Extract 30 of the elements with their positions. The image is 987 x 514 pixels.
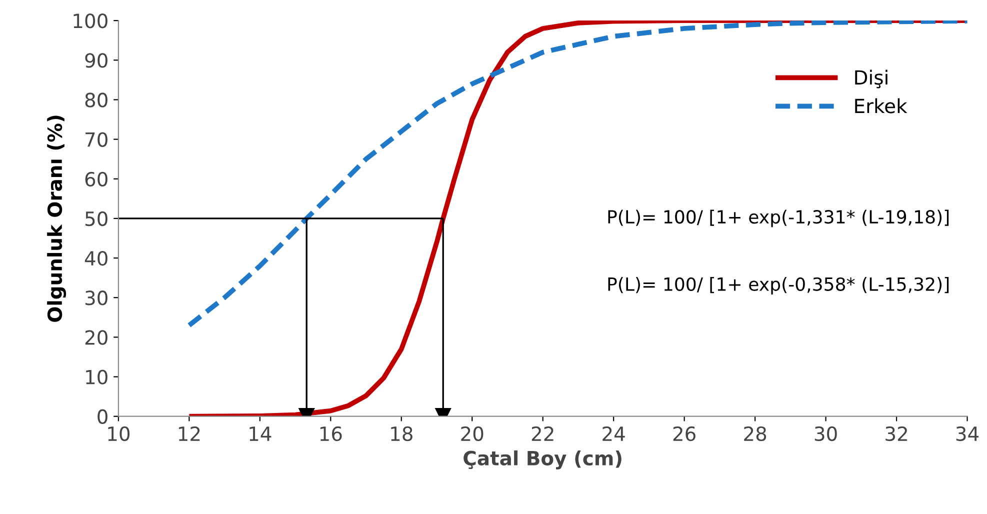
y-tick-label: 50: [85, 211, 108, 226]
y-tick-label: 30: [85, 290, 108, 306]
legend-label: Dişi: [855, 70, 888, 88]
x-tick-label: 16: [320, 426, 342, 442]
y-tick-label: 100: [74, 14, 108, 28]
x-tick-label: 32: [886, 426, 907, 442]
x-axis-title: Çatal Boy (cm): [464, 450, 622, 470]
y-tick-label: 60: [85, 172, 108, 187]
y-tick-label: 10: [86, 370, 108, 384]
x-tick-label: 12: [178, 426, 200, 441]
y-tick-label: 40: [84, 250, 108, 266]
y-tick-label: 20: [85, 330, 108, 345]
x-tick-label: 18: [391, 426, 412, 442]
y-tick-label: 90: [85, 53, 108, 68]
x-tick-label: 26: [673, 426, 696, 442]
x-tick-label: 28: [744, 426, 766, 442]
x-tick-label: 10: [108, 426, 130, 442]
y-axis-title: Olgunluk Oranı (%): [47, 116, 66, 322]
x-tick-label: 14: [250, 426, 272, 441]
annotation: P(L)= 100/ [1+ exp(-0,358* (L-15,32)]: [608, 276, 949, 294]
x-tick-label: 30: [814, 426, 837, 442]
annotation: P(L)= 100/ [1+ exp(-1,331* (L-19,18)]: [608, 210, 949, 228]
y-tick-label: 80: [85, 92, 108, 108]
x-tick-label: 20: [461, 426, 484, 442]
x-tick-label: 34: [956, 426, 979, 442]
x-tick-label: 24: [602, 426, 625, 441]
y-tick-label: 70: [86, 132, 108, 147]
x-tick-label: 22: [532, 426, 554, 441]
y-tick-label: 0: [98, 409, 108, 424]
legend-label: Erkek: [855, 98, 908, 114]
